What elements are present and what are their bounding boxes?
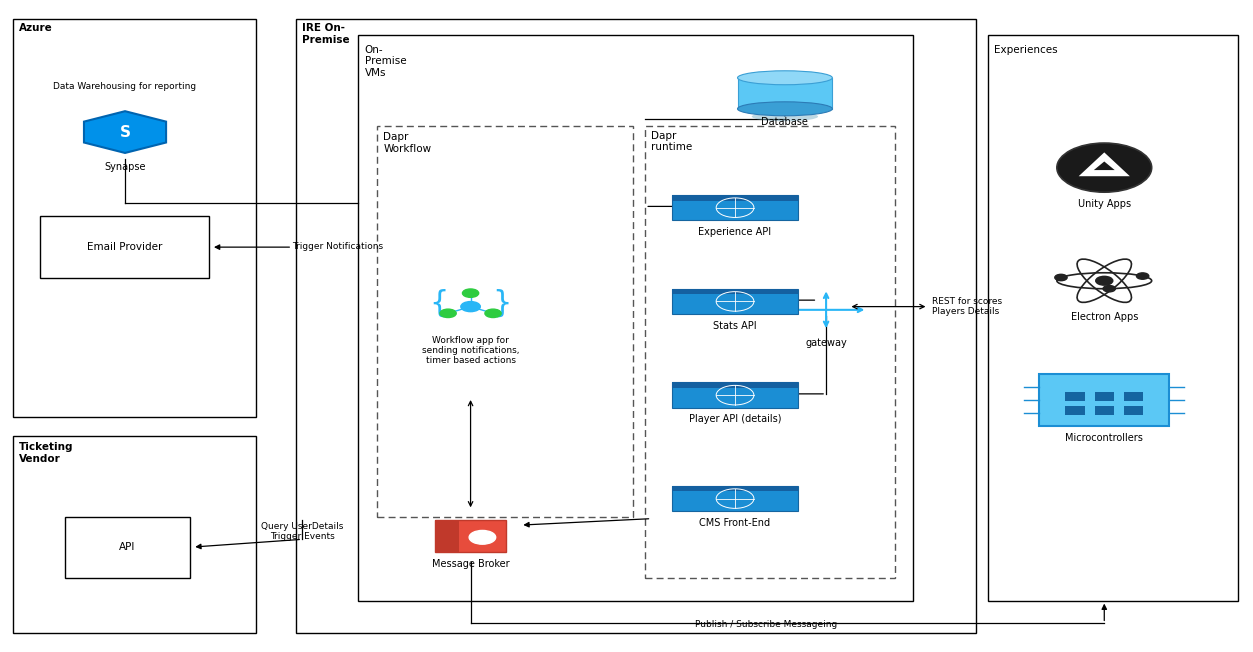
Ellipse shape [738,102,832,116]
FancyBboxPatch shape [1065,406,1085,415]
Ellipse shape [738,71,832,85]
Circle shape [1095,276,1113,285]
Text: Player API (details): Player API (details) [689,415,782,424]
Text: Unity Apps: Unity Apps [1078,199,1131,209]
Text: Database: Database [762,117,808,126]
Text: Electron Apps: Electron Apps [1070,312,1138,322]
Circle shape [1056,143,1152,192]
Text: Azure: Azure [19,23,53,33]
Text: S: S [119,125,130,140]
Circle shape [462,289,479,297]
FancyBboxPatch shape [1095,392,1114,401]
Text: Dapr
runtime: Dapr runtime [652,131,693,153]
FancyBboxPatch shape [672,195,798,201]
Text: Ticketing
Vendor: Ticketing Vendor [19,442,74,464]
Circle shape [1136,273,1149,279]
Circle shape [461,302,480,312]
Text: CMS Front-End: CMS Front-End [699,518,771,528]
FancyBboxPatch shape [672,382,798,408]
FancyBboxPatch shape [1040,374,1169,426]
Circle shape [440,309,456,318]
Text: Stats API: Stats API [713,321,757,331]
FancyBboxPatch shape [1124,392,1143,401]
FancyBboxPatch shape [435,520,459,552]
FancyBboxPatch shape [1095,406,1114,415]
Text: Experience API: Experience API [698,227,772,237]
FancyBboxPatch shape [1065,392,1085,401]
Text: Query UserDetails
Trigger Events: Query UserDetails Trigger Events [261,522,343,541]
Text: API: API [119,542,135,552]
Circle shape [1055,274,1068,281]
FancyBboxPatch shape [672,486,798,492]
FancyBboxPatch shape [1124,406,1143,415]
FancyBboxPatch shape [435,520,506,552]
Ellipse shape [752,112,818,121]
FancyBboxPatch shape [738,78,832,109]
Text: Experiences: Experiences [995,45,1058,55]
Text: Email Provider: Email Provider [86,242,162,252]
FancyBboxPatch shape [672,382,798,388]
Polygon shape [1079,153,1130,176]
Text: Microcontrollers: Microcontrollers [1065,433,1143,443]
Text: Message Broker: Message Broker [432,559,510,569]
FancyBboxPatch shape [672,289,798,294]
Polygon shape [1094,162,1115,170]
Text: Workflow app for
sending notifications,
timer based actions: Workflow app for sending notifications, … [422,336,519,366]
Text: Data Warehousing for reporting: Data Warehousing for reporting [54,82,197,91]
Text: Trigger Notifications: Trigger Notifications [292,242,383,251]
FancyBboxPatch shape [672,289,798,314]
Text: {: { [430,289,449,318]
Text: Dapr
Workflow: Dapr Workflow [383,132,431,154]
Text: gateway: gateway [806,338,847,348]
Text: IRE On-
Premise: IRE On- Premise [302,23,350,45]
Text: On-
Premise
VMs: On- Premise VMs [365,45,406,78]
FancyBboxPatch shape [672,195,798,220]
Circle shape [485,309,501,318]
Text: Synapse: Synapse [104,162,145,172]
Text: Publish / Subscribe Messageing: Publish / Subscribe Messageing [695,620,837,629]
FancyBboxPatch shape [672,486,798,511]
Polygon shape [84,111,167,153]
Circle shape [1103,286,1115,292]
Circle shape [469,531,496,544]
Text: REST for scores
Players Details: REST for scores Players Details [932,297,1002,316]
Text: }: } [492,289,511,318]
